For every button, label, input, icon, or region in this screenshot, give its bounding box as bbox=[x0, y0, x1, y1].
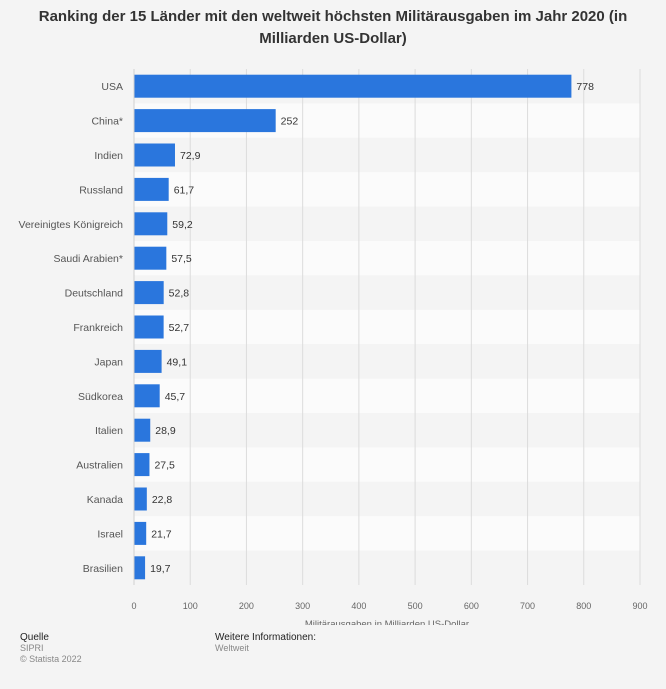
row-band bbox=[134, 309, 640, 345]
row-band bbox=[134, 447, 640, 482]
row-band bbox=[134, 516, 640, 551]
x-tick-label: 700 bbox=[520, 601, 535, 611]
x-tick-label: 400 bbox=[351, 601, 366, 611]
x-tick-label: 800 bbox=[576, 601, 591, 611]
category-label: Deutschland bbox=[65, 288, 124, 300]
category-label: Frankreich bbox=[73, 322, 123, 334]
bar bbox=[134, 246, 167, 270]
value-label: 52,8 bbox=[169, 288, 190, 300]
value-label: 61,7 bbox=[174, 184, 195, 196]
bar bbox=[134, 453, 150, 477]
category-label: Israel bbox=[97, 528, 123, 540]
value-label: 57,5 bbox=[171, 253, 192, 265]
bar bbox=[134, 384, 160, 408]
bar bbox=[134, 315, 164, 339]
row-band bbox=[134, 137, 640, 173]
value-label: 22,8 bbox=[152, 494, 173, 506]
source-heading: Quelle bbox=[20, 632, 49, 643]
source-block: Quelle SIPRI © Statista 2022 bbox=[20, 632, 82, 665]
value-label: 72,9 bbox=[180, 150, 201, 162]
x-tick-label: 900 bbox=[632, 601, 647, 611]
x-axis-label: Militärausgaben in Milliarden US-Dollar bbox=[305, 619, 469, 625]
x-tick-label: 200 bbox=[239, 601, 254, 611]
category-label: Vereinigtes Königreich bbox=[19, 219, 124, 231]
category-label: China* bbox=[91, 116, 123, 128]
x-tick-label: 0 bbox=[131, 601, 136, 611]
row-band bbox=[134, 206, 640, 241]
x-tick-label: 600 bbox=[464, 601, 479, 611]
value-label: 778 bbox=[576, 81, 594, 93]
category-label: Japan bbox=[94, 356, 123, 368]
row-band bbox=[134, 481, 640, 517]
x-tick-label: 100 bbox=[183, 601, 198, 611]
category-label: Südkorea bbox=[78, 391, 123, 403]
value-label: 59,2 bbox=[172, 219, 193, 231]
category-label: Australien bbox=[76, 460, 123, 472]
bar bbox=[134, 212, 168, 236]
category-label: Kanada bbox=[87, 494, 123, 506]
x-tick-label: 300 bbox=[295, 601, 310, 611]
bar bbox=[134, 349, 162, 373]
category-label: Indien bbox=[94, 150, 123, 162]
value-label: 52,7 bbox=[169, 322, 190, 334]
bar bbox=[134, 109, 276, 133]
value-label: 27,5 bbox=[154, 460, 175, 472]
row-band bbox=[134, 241, 640, 276]
category-label: USA bbox=[101, 81, 123, 93]
info-text: Weltweit bbox=[215, 643, 249, 653]
value-label: 21,7 bbox=[151, 528, 172, 540]
source-name: SIPRI bbox=[20, 643, 44, 653]
row-band bbox=[134, 413, 640, 448]
value-label: 19,7 bbox=[150, 563, 171, 575]
bar-chart: 0 100 200 300 400 500 600 700 800 900 USA 778 China*… bbox=[19, 69, 648, 625]
row-band bbox=[134, 275, 640, 310]
info-heading: Weitere Informationen: bbox=[215, 632, 316, 643]
row-band bbox=[134, 550, 640, 585]
category-label: Saudi Arabien* bbox=[54, 253, 123, 265]
x-tick-label: 500 bbox=[408, 601, 423, 611]
bar bbox=[134, 74, 572, 98]
value-label: 28,9 bbox=[155, 425, 176, 437]
category-label: Italien bbox=[95, 425, 123, 437]
copyright: © Statista 2022 bbox=[20, 654, 82, 664]
value-label: 49,1 bbox=[167, 356, 188, 368]
category-label: Russland bbox=[79, 184, 123, 196]
bar bbox=[134, 487, 147, 511]
info-block: Weitere Informationen: Weltweit bbox=[215, 632, 316, 654]
bar bbox=[134, 418, 151, 442]
bar bbox=[134, 177, 169, 201]
bar bbox=[134, 556, 146, 580]
bar bbox=[134, 521, 147, 545]
value-label: 252 bbox=[281, 116, 299, 128]
category-label: Brasilien bbox=[83, 563, 123, 575]
row-band bbox=[134, 172, 640, 207]
row-band bbox=[134, 344, 640, 379]
bar bbox=[134, 281, 164, 305]
value-label: 45,7 bbox=[165, 391, 186, 403]
row-band bbox=[134, 378, 640, 413]
chart-title: Ranking der 15 Länder mit den weltweit h… bbox=[38, 8, 628, 47]
bar bbox=[134, 143, 175, 167]
